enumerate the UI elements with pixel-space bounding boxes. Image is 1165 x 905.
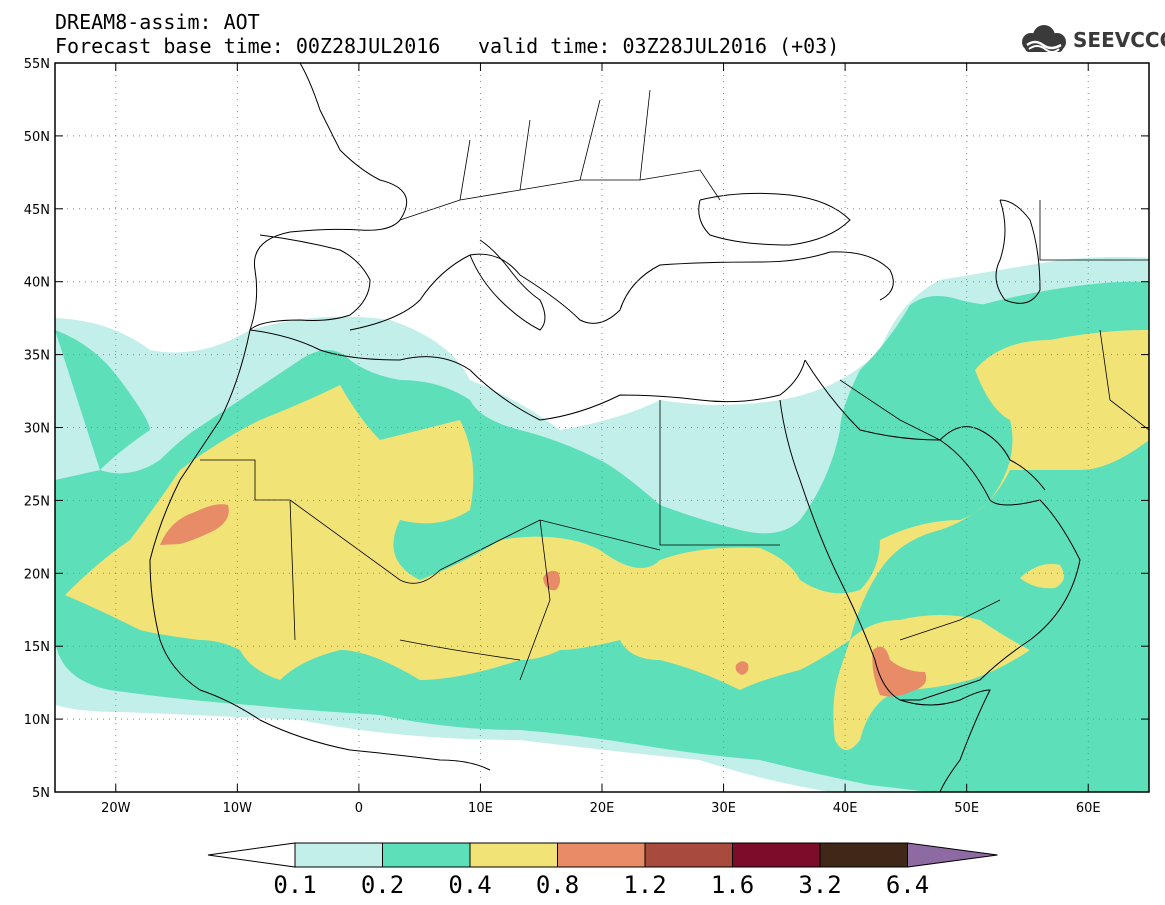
coastline-west-africa (149, 329, 491, 771)
coastline-arabia (804, 359, 1081, 701)
border-egypt-sudan (659, 400, 780, 546)
coastline-italy (469, 239, 546, 331)
border-iran-afghanistan (1099, 329, 1149, 431)
lat-tick-label: 30N (24, 422, 50, 437)
colorbar-label: 1.6 (711, 871, 754, 899)
lon-tick-label: 20W (101, 801, 131, 816)
coastline-black-sea (698, 192, 851, 246)
coastline-persian-gulf (939, 426, 1046, 491)
colorbar-swatch (557, 842, 646, 868)
country-borders (200, 89, 1149, 681)
lat-tick-label: 10N (24, 713, 50, 728)
lon-tick-label: 0 (355, 801, 363, 816)
border-kazakhstan (1039, 200, 1149, 261)
coastline-horn-africa (899, 689, 991, 792)
valid-time: valid time: 03Z28JUL2016 (+03) (478, 34, 840, 58)
border-chad-sudan (519, 519, 551, 681)
coastlines (149, 63, 1081, 792)
graticule (55, 63, 1149, 792)
colorbar-overflow (907, 842, 998, 868)
aot-class-0.4 (65, 330, 1149, 690)
aot-max-sudan (735, 661, 749, 675)
aot-max-mauritania (160, 504, 229, 545)
colorbar-swatch (732, 842, 821, 868)
aot-class-0.4-oman (1020, 563, 1064, 589)
seevccc-logo: SEEVCCC (1017, 24, 1165, 58)
coastline-caspian (995, 199, 1041, 304)
colorbar-swatch (294, 842, 383, 868)
lon-tick-label: 20E (590, 801, 615, 816)
map-title: DREAM8-assim: AOT (55, 10, 260, 34)
lat-tick-label: 20N (24, 567, 50, 582)
coastline-north-africa (249, 329, 806, 421)
coastline-red-sea (779, 399, 901, 701)
lon-tick-label: 40E (833, 801, 858, 816)
colorbar-label: 1.2 (623, 871, 666, 899)
aot-fields (55, 63, 1149, 792)
coastline-iberia (249, 234, 371, 331)
colorbar-swatch (819, 842, 908, 868)
lat-tick-label: 15N (24, 640, 50, 655)
logo-text: SEEVCCC (1073, 28, 1165, 52)
colorbar-label: 0.4 (448, 871, 491, 899)
lon-tick-label: 10W (223, 801, 253, 816)
longitude-axis: 20W 10W 0 10E 20E 30E 40E 50E 60E (101, 63, 1101, 816)
lon-tick-label: 10E (468, 801, 493, 816)
lon-tick-label: 50E (954, 801, 979, 816)
border-niger-nigeria (399, 639, 521, 661)
colorbar-swatch (644, 842, 733, 868)
lat-tick-label: 5N (32, 786, 50, 801)
lat-tick-label: 45N (24, 203, 50, 218)
border-algeria-mali (289, 499, 441, 584)
coastline-mediterranean-north (349, 251, 894, 331)
forecast-base-time: Forecast base time: 00Z28JUL2016 (55, 34, 441, 58)
colorbar-underflow (207, 842, 296, 868)
cloud-logo-icon (1022, 25, 1066, 53)
border-mauritania (200, 459, 296, 641)
border-europe-interior (399, 89, 721, 221)
lat-tick-label: 35N (24, 349, 50, 364)
latitude-axis: 55N 50N 45N 40N 35N 30N 25N 20N 15N 10N 5N (24, 57, 1149, 801)
border-saudi-yemen (899, 599, 1001, 641)
lon-tick-label: 60E (1076, 801, 1101, 816)
colorbar-label: 0.2 (361, 871, 404, 899)
colorbar-swatch (469, 842, 558, 868)
lat-tick-label: 55N (24, 57, 50, 72)
coastline-europe-atlantic (249, 63, 408, 331)
lat-tick-label: 40N (24, 276, 50, 291)
colorbar-label: 6.4 (886, 871, 929, 899)
aot-max-redsea (872, 646, 927, 697)
colorbar-swatch (382, 842, 471, 868)
lon-tick-label: 30E (711, 801, 736, 816)
lat-tick-label: 50N (24, 130, 50, 145)
colorbar: 0.1 0.2 0.4 0.8 1.2 1.6 3.2 6.4 (207, 842, 998, 899)
border-saudi-iraq (839, 379, 941, 441)
lat-tick-label: 25N (24, 494, 50, 509)
colorbar-label: 0.1 (273, 871, 316, 899)
colorbar-label: 3.2 (798, 871, 841, 899)
colorbar-label: 0.8 (536, 871, 579, 899)
